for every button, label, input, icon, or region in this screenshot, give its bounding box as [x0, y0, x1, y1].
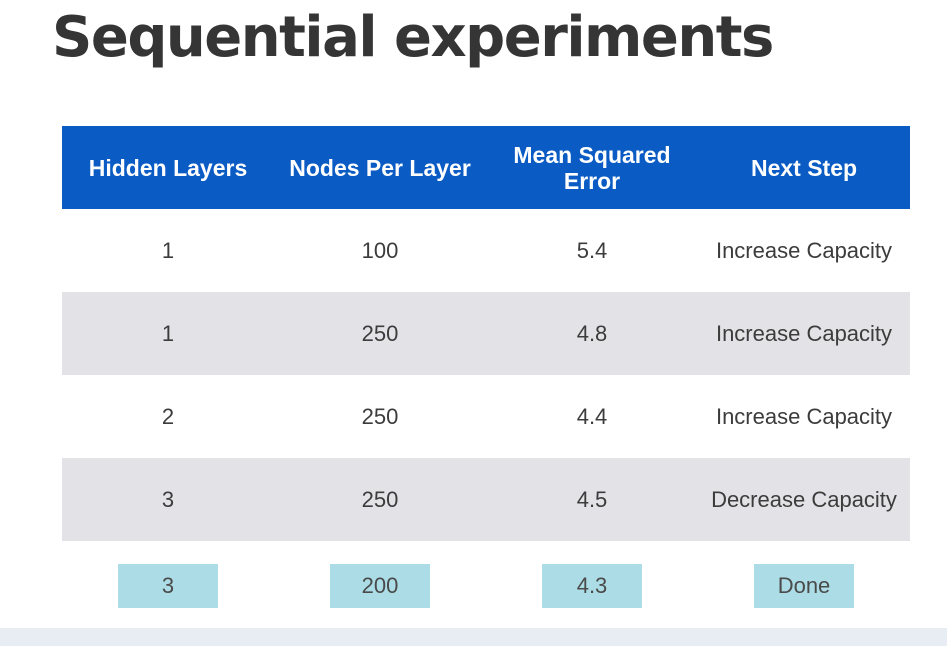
hidden-layers-cell: 1	[161, 320, 175, 346]
nodes-per-layer-cell: 250	[361, 403, 399, 429]
header-mean-squared-error: Mean Squared Error	[513, 141, 671, 194]
table-row: 1 100 5.4 Increase Capacity	[62, 209, 910, 292]
hidden-layers-cell: 1	[161, 237, 175, 263]
mean-squared-error-cell: 4.5	[576, 486, 608, 512]
nodes-per-layer-cell: 100	[361, 237, 399, 263]
mean-squared-error-cell: 4.3	[486, 564, 698, 608]
hidden-layers-cell: 3	[161, 486, 175, 512]
mean-squared-error-cell: 5.4	[576, 237, 608, 263]
highlight-chip: 200	[330, 564, 430, 608]
table-header-row: Hidden Layers Nodes Per Layer Mean Squar…	[62, 126, 910, 209]
final-result-row: 3 200 4.3 Done	[62, 541, 910, 631]
page-title: Sequential experiments	[52, 5, 774, 70]
mean-squared-error-cell: 4.4	[576, 403, 608, 429]
highlight-chip: 4.3	[542, 564, 642, 608]
mean-squared-error-cell: 4.8	[576, 320, 608, 346]
next-step-cell: Done	[698, 564, 910, 608]
next-step-cell: Increase Capacity	[715, 403, 893, 429]
next-step-cell: Increase Capacity	[715, 320, 893, 346]
hidden-layers-cell: 3	[62, 564, 274, 608]
table-row: 2 250 4.4 Increase Capacity	[62, 375, 910, 458]
table-row: 3 250 4.5 Decrease Capacity	[62, 458, 910, 541]
nodes-per-layer-cell: 200	[274, 564, 486, 608]
table-row: 1 250 4.8 Increase Capacity	[62, 292, 910, 375]
highlight-chip: 3	[118, 564, 218, 608]
hidden-layers-cell: 2	[161, 403, 175, 429]
highlight-chip: Done	[754, 564, 854, 608]
next-step-cell: Decrease Capacity	[711, 486, 897, 512]
next-step-cell: Increase Capacity	[715, 237, 893, 263]
nodes-per-layer-cell: 250	[361, 320, 399, 346]
bottom-band	[0, 628, 947, 646]
nodes-per-layer-cell: 250	[361, 486, 399, 512]
header-hidden-layers: Hidden Layers	[88, 154, 248, 181]
header-nodes-per-layer: Nodes Per Layer	[289, 154, 471, 181]
experiments-table: Hidden Layers Nodes Per Layer Mean Squar…	[62, 126, 910, 631]
header-next-step: Next Step	[750, 154, 858, 181]
